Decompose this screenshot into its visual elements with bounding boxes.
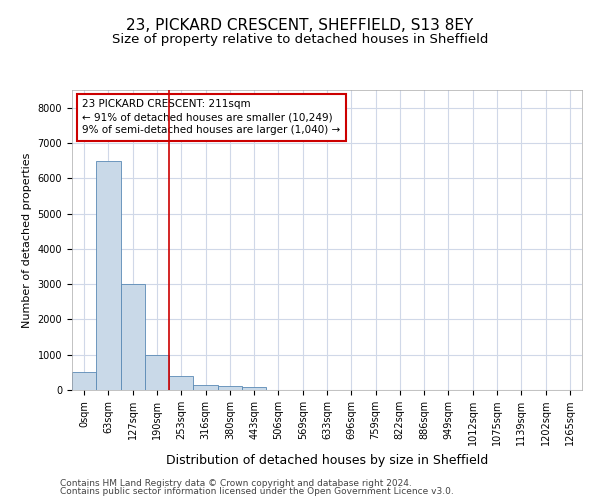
Bar xyxy=(169,376,193,390)
Text: Contains HM Land Registry data © Crown copyright and database right 2024.: Contains HM Land Registry data © Crown c… xyxy=(60,478,412,488)
Bar xyxy=(121,284,145,390)
Text: Contains public sector information licensed under the Open Government Licence v3: Contains public sector information licen… xyxy=(60,487,454,496)
Text: 23 PICKARD CRESCENT: 211sqm
← 91% of detached houses are smaller (10,249)
9% of : 23 PICKARD CRESCENT: 211sqm ← 91% of det… xyxy=(82,99,340,136)
X-axis label: Distribution of detached houses by size in Sheffield: Distribution of detached houses by size … xyxy=(166,454,488,466)
Bar xyxy=(218,386,242,390)
Bar xyxy=(193,384,218,390)
Bar xyxy=(72,372,96,390)
Bar xyxy=(242,388,266,390)
Text: Size of property relative to detached houses in Sheffield: Size of property relative to detached ho… xyxy=(112,32,488,46)
Bar xyxy=(96,160,121,390)
Text: 23, PICKARD CRESCENT, SHEFFIELD, S13 8EY: 23, PICKARD CRESCENT, SHEFFIELD, S13 8EY xyxy=(127,18,473,32)
Bar xyxy=(145,354,169,390)
Y-axis label: Number of detached properties: Number of detached properties xyxy=(22,152,32,328)
